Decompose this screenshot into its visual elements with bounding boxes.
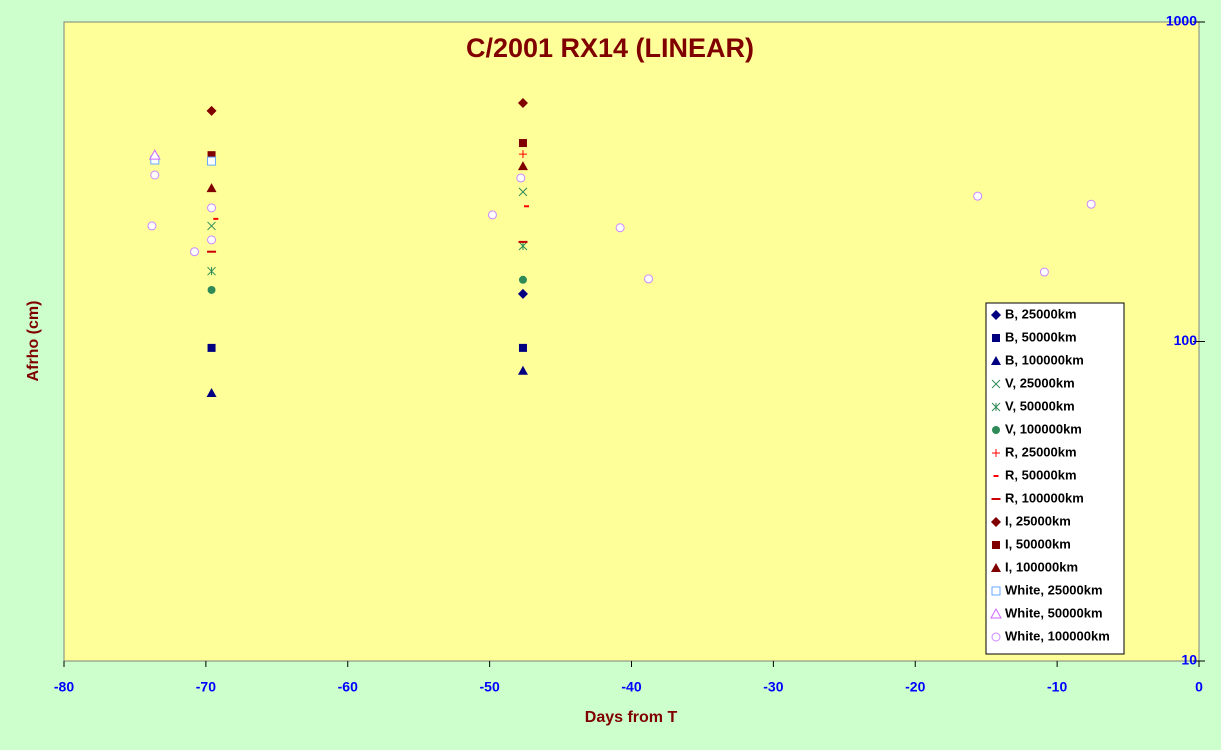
x-tick-label: -10	[1047, 679, 1067, 695]
point	[207, 266, 216, 276]
point	[1039, 267, 1049, 277]
point	[207, 203, 217, 213]
point	[615, 223, 625, 233]
legend	[985, 302, 1125, 655]
point	[517, 161, 528, 171]
point	[207, 343, 216, 352]
y-axis-title: Afrho (cm)	[25, 301, 42, 382]
legend-label: B, 50000km	[1005, 329, 1077, 344]
legend-label: B, 100000km	[1005, 352, 1084, 367]
legend-label: V, 100000km	[1005, 421, 1082, 436]
point	[487, 210, 497, 220]
point	[517, 288, 528, 299]
legend-marker	[991, 379, 1001, 389]
legend-label: I, 50000km	[1005, 536, 1071, 551]
legend-label: R, 25000km	[1005, 444, 1077, 459]
legend-marker	[992, 334, 1000, 342]
point	[1086, 199, 1096, 209]
point	[518, 241, 528, 251]
legend-label: I, 25000km	[1005, 513, 1071, 528]
legend-label: B, 25000km	[1005, 306, 1077, 321]
point	[518, 343, 527, 352]
point	[516, 173, 526, 183]
x-tick-label: -70	[196, 679, 216, 695]
legend-label: I, 100000km	[1005, 559, 1078, 574]
legend-marker	[991, 356, 1001, 365]
legend-marker	[991, 310, 1001, 320]
point	[518, 187, 528, 197]
point	[973, 191, 983, 201]
x-tick-label: 0	[1195, 679, 1203, 695]
y-tick-label: 10	[1181, 652, 1197, 668]
point	[644, 274, 654, 284]
legend-marker	[990, 607, 1002, 619]
point	[207, 221, 216, 231]
legend-label: R, 50000km	[1005, 467, 1077, 482]
legend-label: White, 25000km	[1005, 582, 1103, 597]
point	[518, 139, 527, 148]
legend-label: V, 25000km	[1005, 375, 1075, 390]
legend-label: R, 100000km	[1005, 490, 1084, 505]
y-tick-label: 1000	[1166, 13, 1197, 29]
legend-marker	[991, 402, 1001, 412]
x-tick-label: -60	[338, 679, 358, 695]
point	[148, 149, 161, 160]
point	[207, 156, 217, 166]
legend-marker	[992, 449, 1000, 457]
point	[517, 365, 528, 375]
legend-marker	[991, 586, 1001, 596]
point	[147, 221, 157, 231]
point	[206, 387, 217, 397]
legend-marker	[991, 563, 1001, 572]
x-tick-label: -80	[54, 679, 74, 695]
legend-marker	[992, 541, 1000, 549]
chart-title: C/2001 RX14 (LINEAR)	[466, 33, 754, 63]
y-tick-label: 100	[1174, 332, 1198, 348]
legend-marker	[992, 426, 1000, 434]
legend-label: White, 50000km	[1005, 605, 1103, 620]
x-tick-label: -30	[763, 679, 783, 695]
point	[207, 235, 217, 245]
legend-marker	[991, 632, 1001, 642]
point	[190, 247, 200, 257]
point	[518, 150, 527, 159]
x-tick-label: -40	[621, 679, 641, 695]
x-tick-label: -50	[480, 679, 500, 695]
point	[206, 183, 217, 193]
legend-label: White, 100000km	[1005, 628, 1110, 643]
x-axis-title: Days from T	[585, 709, 678, 726]
point	[206, 105, 217, 116]
legend-marker	[991, 517, 1001, 527]
point	[207, 285, 216, 294]
point	[517, 97, 528, 108]
x-tick-label: -20	[905, 679, 925, 695]
point	[150, 170, 160, 180]
legend-label: V, 50000km	[1005, 398, 1075, 413]
point	[518, 275, 527, 284]
